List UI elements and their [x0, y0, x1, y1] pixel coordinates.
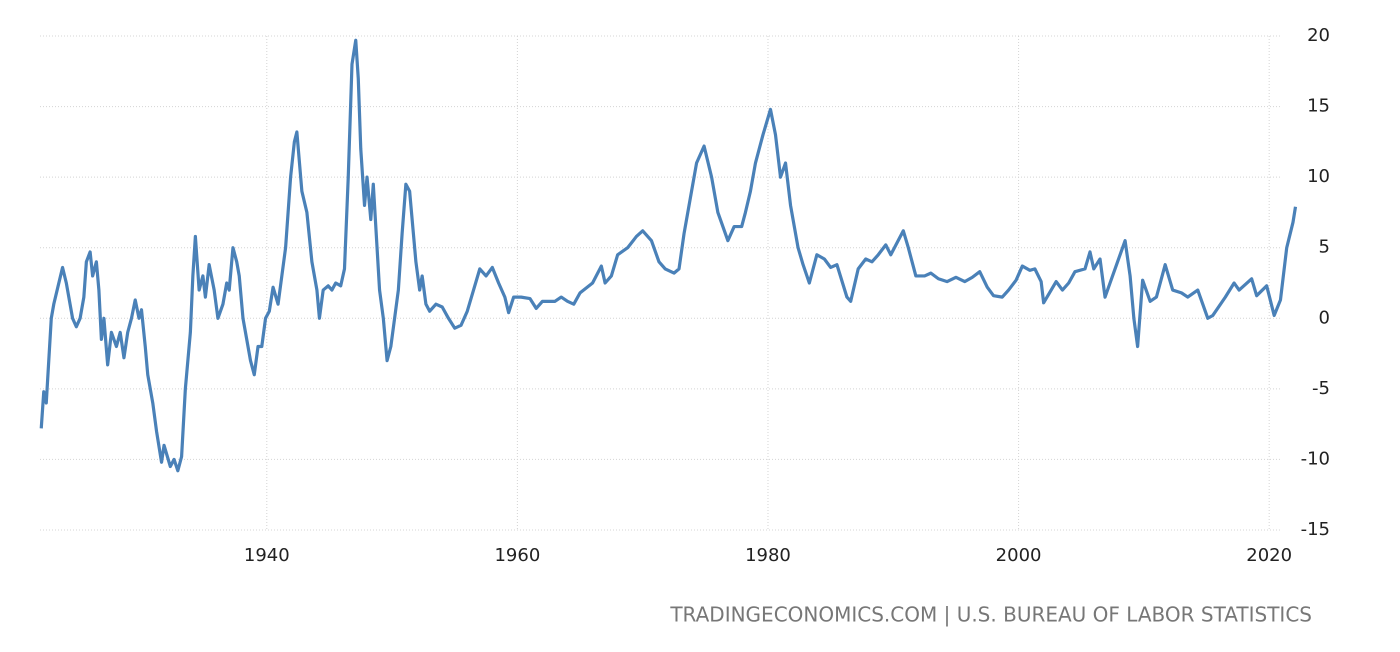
x-tick-label: 2000 [996, 545, 1042, 566]
x-tick-label: 1940 [244, 545, 290, 566]
y-tick-label: 20 [1307, 25, 1330, 46]
y-tick-label: -15 [1301, 519, 1330, 540]
y-tick-label: 15 [1307, 96, 1330, 117]
y-tick-label: 10 [1307, 166, 1330, 187]
y-tick-label: 5 [1319, 237, 1330, 258]
y-tick-label: -5 [1312, 378, 1330, 399]
source-note: TRADINGECONOMICS.COM | U.S. BUREAU OF LA… [669, 603, 1312, 627]
line-series [39, 38, 1298, 473]
y-tick-label: 0 [1319, 307, 1330, 328]
x-tick-label: 2020 [1246, 545, 1292, 566]
y-tick-label: -10 [1301, 448, 1330, 469]
x-tick-label: 1980 [745, 545, 791, 566]
x-tick-label: 1960 [494, 545, 540, 566]
